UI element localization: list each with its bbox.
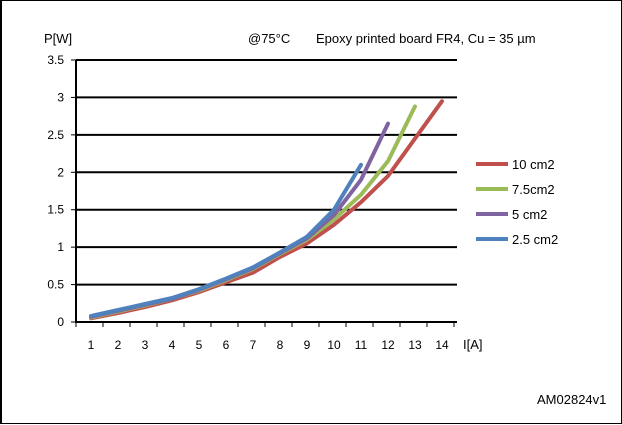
x-tick-label-3: 4: [169, 338, 176, 352]
y-tick-label-3: 1.5: [47, 203, 64, 217]
series-line-2: [89, 121, 390, 319]
legend-label-0: 10 cm2: [512, 157, 555, 172]
x-tick-label-12: 13: [408, 338, 422, 352]
y-tick-label-1: 0.5: [47, 278, 64, 292]
x-tick-label-1: 2: [115, 338, 122, 352]
y-tick-label-0: 0: [57, 315, 64, 329]
x-tick-label-13: 14: [435, 338, 449, 352]
x-tick-label-10: 11: [355, 338, 368, 352]
annotation-board: Epoxy printed board FR4, Cu = 35 µm: [316, 31, 536, 46]
x-tick-label-4: 5: [196, 338, 203, 352]
legend-label-3: 2.5 cm2: [512, 232, 558, 247]
legend-label-2: 5 cm2: [512, 207, 547, 222]
series-line-3: [89, 162, 363, 318]
x-tick-label-5: 6: [223, 338, 230, 352]
y-tick-label-4: 2: [57, 165, 64, 179]
x-tick-label-9: 10: [327, 338, 341, 352]
x-tick-label-11: 12: [381, 338, 395, 352]
y-axis-title: P[W]: [44, 31, 72, 46]
x-tick-label-0: 1: [88, 338, 95, 352]
y-tick-label-6: 3: [57, 90, 64, 104]
y-tick-label-2: 1: [57, 240, 64, 254]
x-axis-title: I[A]: [463, 337, 483, 352]
figure-reference-id: AM02824v1: [537, 392, 606, 407]
x-tick-label-2: 3: [142, 338, 149, 352]
x-tick-label-6: 7: [250, 338, 257, 352]
y-tick-label-7: 3.5: [47, 53, 64, 67]
legend-label-1: 7.5cm2: [512, 182, 555, 197]
x-tick-label-7: 8: [277, 338, 284, 352]
x-tick-label-8: 9: [304, 338, 311, 352]
series-line-1: [89, 104, 417, 320]
annotation-temperature: @75°C: [248, 31, 290, 46]
y-tick-label-5: 2.5: [47, 128, 64, 142]
